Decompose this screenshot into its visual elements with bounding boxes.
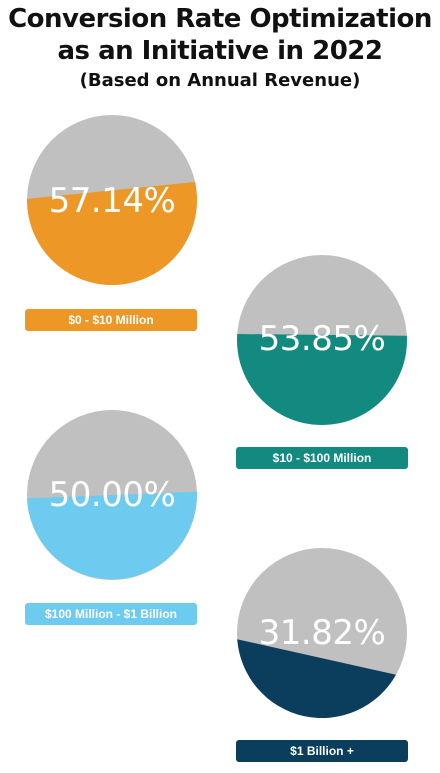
pie-3-percent-label: 50.00% — [48, 475, 176, 515]
revenue-category-badge-1: $0 - $10 Million — [25, 309, 197, 331]
subtitle: (Based on Annual Revenue) — [79, 70, 361, 91]
pie-2-percent-label: 53.85% — [258, 319, 386, 359]
revenue-category-badge-4: $1 Billion + — [236, 740, 408, 762]
pie-2-value-slice — [236, 334, 407, 426]
pie-3-value-slice — [27, 491, 197, 580]
revenue-category-badge-2: $10 - $100 Million — [236, 447, 408, 469]
title-line-2: as an Initiative in 2022 — [57, 36, 383, 66]
pie-1 — [27, 115, 198, 285]
pie-4-percent-label: 31.82% — [258, 613, 386, 653]
pie-4-value-slice — [237, 639, 397, 718]
pie-1-value-slice — [27, 182, 198, 285]
pie-1-percent-label: 57.14% — [48, 181, 176, 221]
pie-4 — [237, 548, 407, 718]
pie-3 — [27, 410, 197, 580]
title-line-1: Conversion Rate Optimization — [8, 4, 432, 34]
pie-2 — [236, 255, 407, 426]
revenue-category-badge-3: $100 Million - $1 Billion — [25, 603, 197, 625]
